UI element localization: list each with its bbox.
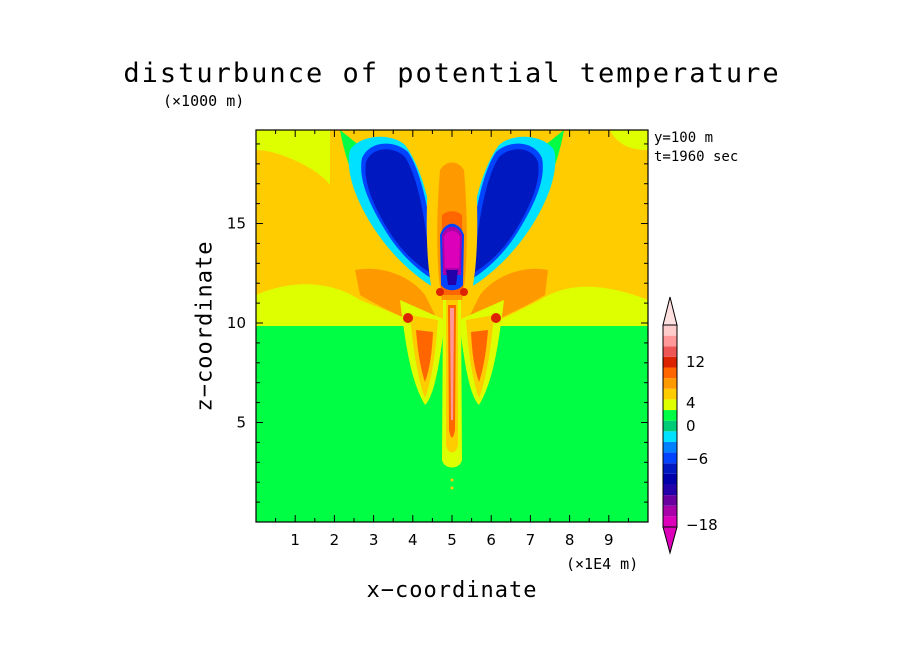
contour-lobe-right-core [475, 149, 539, 272]
x-unit-label: (×1E4 m) [566, 555, 639, 573]
x-tick-label: 4 [408, 531, 418, 549]
colorbar-top-arrow [662, 296, 678, 326]
contour-spot-core-left [436, 288, 444, 296]
colorbar-label: −18 [686, 516, 718, 534]
x-tick-label: 8 [565, 531, 575, 549]
colorbar-swatch [663, 516, 677, 527]
colorbar-bottom-arrow [662, 526, 678, 555]
x-tick-label: 1 [290, 531, 300, 549]
annotation-y: y=100 m [654, 130, 714, 146]
contour-dot-1 [450, 478, 454, 482]
colorbar-swatch [663, 388, 677, 400]
colorbar-swatch [663, 367, 677, 379]
colorbar-swatch [663, 463, 677, 474]
contour-band-yellow-3 [610, 130, 648, 150]
contour-field [256, 130, 648, 522]
colorbar-swatch [663, 346, 677, 357]
x-tick-label: 2 [330, 531, 340, 549]
contour-band-yellow-2 [256, 130, 330, 185]
colorbar-swatch [663, 495, 677, 506]
contour-spot-right [491, 313, 501, 323]
x-tick-label: 3 [369, 531, 379, 549]
contour-finger-left-core [416, 330, 433, 382]
contour-spot-left [403, 313, 413, 323]
colorbar-swatch [663, 431, 677, 442]
colorbar-label: 4 [686, 394, 696, 412]
x-tick-label: 5 [447, 531, 457, 549]
x-axis: 1 2 3 4 5 6 7 8 9 [255, 130, 649, 549]
contour-spot-core-right [460, 288, 468, 296]
y-axis: 5 10 15 [227, 143, 648, 503]
colorbar-swatch [663, 410, 677, 421]
colorbar-swatch [663, 420, 677, 432]
contour-core-magenta [444, 231, 460, 268]
colorbar-swatch [663, 399, 677, 411]
colorbar-swatch [663, 505, 677, 517]
y-unit-label: (×1000 m) [163, 92, 245, 110]
contour-plume-core [450, 308, 454, 420]
x-tick-label: 7 [526, 531, 536, 549]
colorbar-swatch [663, 441, 677, 453]
colorbar-swatch [663, 335, 677, 347]
chart-title: disturbunce of potential temperature [123, 58, 781, 89]
contour-dot-2 [450, 486, 454, 490]
colorbar-label: 12 [686, 353, 705, 371]
colorbar-swatch [663, 356, 677, 368]
colorbar-swatch [663, 452, 677, 464]
x-tick-label: 9 [604, 531, 614, 549]
y-tick-label: 5 [236, 414, 246, 432]
colorbar-swatch [663, 325, 677, 336]
colorbar-label: 0 [686, 417, 696, 435]
contour-core-indigo [446, 270, 458, 285]
colorbar-frame [662, 324, 678, 528]
colorbar: 12 4 0 −6 −18 [662, 296, 718, 555]
contour-lobe-left-core [365, 149, 429, 272]
colorbar-label: −6 [686, 450, 708, 468]
colorbar-swatch [663, 484, 677, 496]
y-tick-label: 10 [227, 314, 246, 332]
colorbar-swatch [663, 378, 677, 389]
contour-finger-right-core [471, 330, 488, 382]
annotation-time: t=1960 sec [654, 149, 739, 165]
x-tick-label: 6 [486, 531, 496, 549]
y-tick-label: 15 [227, 215, 246, 233]
x-axis-label: x−coordinate [366, 578, 538, 603]
colorbar-swatch [663, 473, 677, 485]
